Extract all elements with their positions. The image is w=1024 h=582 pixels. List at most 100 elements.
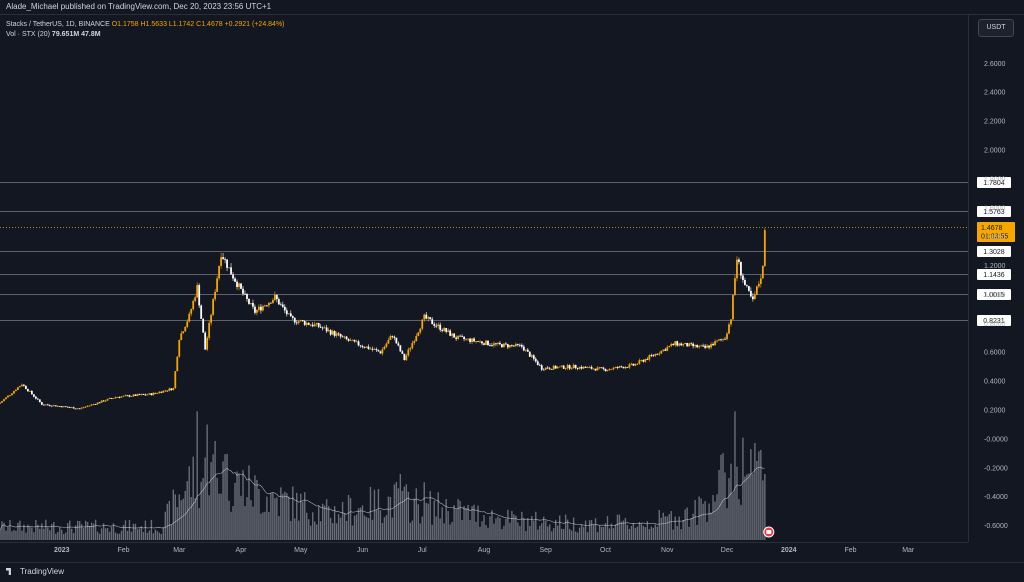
candle — [265, 304, 268, 307]
volume-bar — [96, 531, 99, 540]
candle — [260, 304, 262, 314]
candle-body — [58, 405, 61, 407]
symbol-title[interactable]: Stacks / TetherUS, 1D, BINANCE — [6, 21, 110, 28]
candle — [650, 353, 653, 358]
candle-body — [540, 365, 543, 370]
candle-body — [524, 349, 527, 351]
volume-bar — [90, 522, 93, 540]
candle — [528, 351, 531, 357]
candle-body — [112, 397, 115, 399]
volume-bar — [620, 521, 623, 540]
candle — [164, 389, 167, 392]
candle — [295, 319, 298, 326]
volume-bar — [531, 516, 533, 540]
volume-bar — [190, 496, 192, 540]
volume-bar — [306, 512, 308, 540]
volume-bar — [242, 470, 244, 540]
candle-body — [397, 343, 400, 346]
candle — [114, 396, 117, 399]
volume-bar — [495, 518, 497, 540]
volume-bar — [280, 487, 282, 540]
candle-body — [455, 337, 458, 339]
candle-body — [232, 274, 234, 279]
currency-button[interactable]: USDT — [978, 19, 1014, 37]
candle — [487, 340, 489, 346]
volume-bar — [419, 523, 421, 540]
volume-bar — [331, 523, 334, 540]
volume-bar — [694, 499, 696, 540]
candle-body — [528, 351, 531, 357]
volume-bar — [690, 518, 692, 540]
candle-body — [431, 319, 434, 325]
candle — [283, 304, 286, 314]
volume-bar — [132, 523, 135, 540]
candle — [431, 317, 434, 325]
candle-body — [401, 351, 404, 354]
candle — [678, 342, 681, 347]
volume-bar — [21, 530, 23, 540]
volume-bar — [152, 533, 155, 540]
volume-bar — [606, 516, 609, 540]
volume-bar — [491, 510, 493, 540]
candle — [407, 347, 410, 358]
volume-bar — [698, 496, 700, 540]
candle — [544, 367, 547, 371]
volume-bar — [228, 500, 230, 540]
candle — [570, 366, 573, 370]
candle-body — [757, 283, 760, 287]
candle-body — [190, 309, 193, 314]
candle-body — [351, 339, 354, 341]
candle — [383, 345, 386, 350]
candle-body — [616, 366, 619, 368]
candle — [349, 337, 352, 342]
price-chart[interactable]: 1.7804 1.5763 1.3028 1.1436 1.0015 0.8231 1.46… — [0, 0, 1024, 562]
volume-bar — [234, 482, 236, 540]
volume-bar — [158, 532, 161, 540]
candle-body — [54, 405, 57, 407]
candle-body — [48, 404, 51, 406]
candle-body — [256, 309, 258, 313]
candle-body — [124, 395, 127, 397]
candle-body — [214, 291, 217, 300]
candle-body — [311, 324, 314, 327]
candle — [34, 395, 37, 400]
volume-bar — [290, 520, 292, 540]
volume-bar — [501, 529, 503, 540]
volume-bar — [63, 534, 65, 540]
candle — [704, 343, 706, 350]
candle-body — [395, 337, 398, 344]
volume-bar — [650, 526, 653, 540]
candle — [592, 368, 595, 370]
tradingview-logo[interactable]: TradingView — [6, 567, 64, 576]
candle — [323, 325, 326, 329]
volume-bar — [276, 497, 278, 540]
price-tick-label: 0.8000 — [984, 321, 1006, 328]
candle — [554, 365, 557, 369]
candle-body — [447, 330, 450, 332]
candle — [518, 343, 521, 348]
volume-bar — [53, 522, 55, 540]
candle-body — [425, 314, 428, 319]
candle — [62, 406, 65, 408]
candle — [23, 384, 25, 387]
candle — [138, 393, 141, 396]
volume-bar — [421, 516, 423, 540]
candle — [586, 366, 589, 369]
candle-body — [574, 364, 577, 368]
candle-body — [606, 370, 609, 372]
volume-label[interactable]: Vol · STX (20) — [6, 31, 50, 38]
volume-bar — [461, 520, 463, 540]
price-tick-label: 2.4000 — [984, 90, 1006, 97]
volume-bar — [578, 527, 581, 540]
candle — [158, 391, 161, 394]
candle — [636, 363, 639, 365]
candle-body — [192, 300, 195, 310]
candle — [429, 317, 432, 320]
candle-body — [554, 365, 557, 369]
candle — [74, 408, 77, 410]
event-marker[interactable] — [763, 526, 775, 538]
candle-body — [240, 283, 242, 289]
candle — [345, 335, 348, 341]
candle — [104, 399, 107, 403]
volume-bar — [654, 524, 656, 540]
